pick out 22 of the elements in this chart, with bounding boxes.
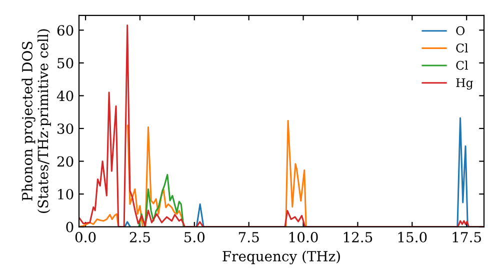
y-tick-label: 50 (58, 58, 74, 68)
x-axis-title: Frequency (THz) (222, 250, 340, 264)
x-tick-label: 5.0 (184, 232, 205, 242)
y-tick-label: 10 (58, 188, 74, 200)
y-tick-label: 30 (58, 123, 74, 134)
x-tick-label: 10.0 (290, 232, 318, 242)
x-tick-label: 7.5 (238, 232, 259, 242)
y-tick-label: 60 (57, 25, 74, 36)
y-tick-label: 0 (66, 222, 74, 232)
legend-label: Cl (456, 60, 468, 70)
x-tick-label: 12.5 (344, 232, 372, 242)
legend-label: Cl (456, 43, 468, 52)
legend-label: Hg (456, 78, 474, 90)
y-axis-title: Phonon projected DOS (States/THz·primitive cell) (22, 29, 51, 213)
legend-label: O (456, 26, 465, 36)
x-tick-label: 17.5 (452, 232, 481, 242)
x-tick-label: 0.0 (75, 232, 96, 242)
line-series (138, 174, 184, 227)
x-tick-label: 15.0 (398, 232, 427, 242)
x-tick-label: 2.5 (130, 232, 150, 242)
y-tick-label: 20 (57, 156, 74, 167)
y-tick-label: 40 (56, 90, 74, 102)
